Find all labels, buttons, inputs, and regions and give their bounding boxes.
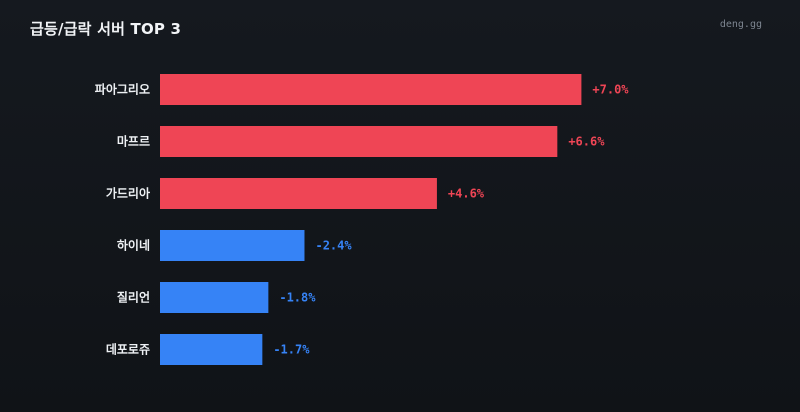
category-label: 파아그리오: [95, 82, 150, 97]
value-label: +7.0%: [592, 83, 629, 97]
category-label: 가드리아: [106, 186, 150, 201]
value-label: -1.7%: [273, 343, 310, 357]
value-label: -2.4%: [315, 239, 352, 253]
bar: [160, 178, 437, 209]
bar: [160, 282, 269, 313]
category-label: 질리언: [117, 290, 150, 305]
bar: [160, 126, 558, 157]
category-label: 하이네: [117, 238, 150, 253]
bar: [160, 230, 305, 261]
value-label: +4.6%: [448, 187, 485, 201]
bar: [160, 74, 582, 105]
value-label: +6.6%: [568, 135, 605, 149]
value-label: -1.8%: [279, 291, 316, 305]
category-label: 마프르: [117, 134, 150, 149]
bar: [160, 334, 263, 365]
chart-title: 급등/급락 서버 TOP 3: [30, 20, 182, 38]
category-label: 데포로쥬: [106, 343, 150, 357]
brand-watermark: deng.gg: [719, 19, 762, 30]
